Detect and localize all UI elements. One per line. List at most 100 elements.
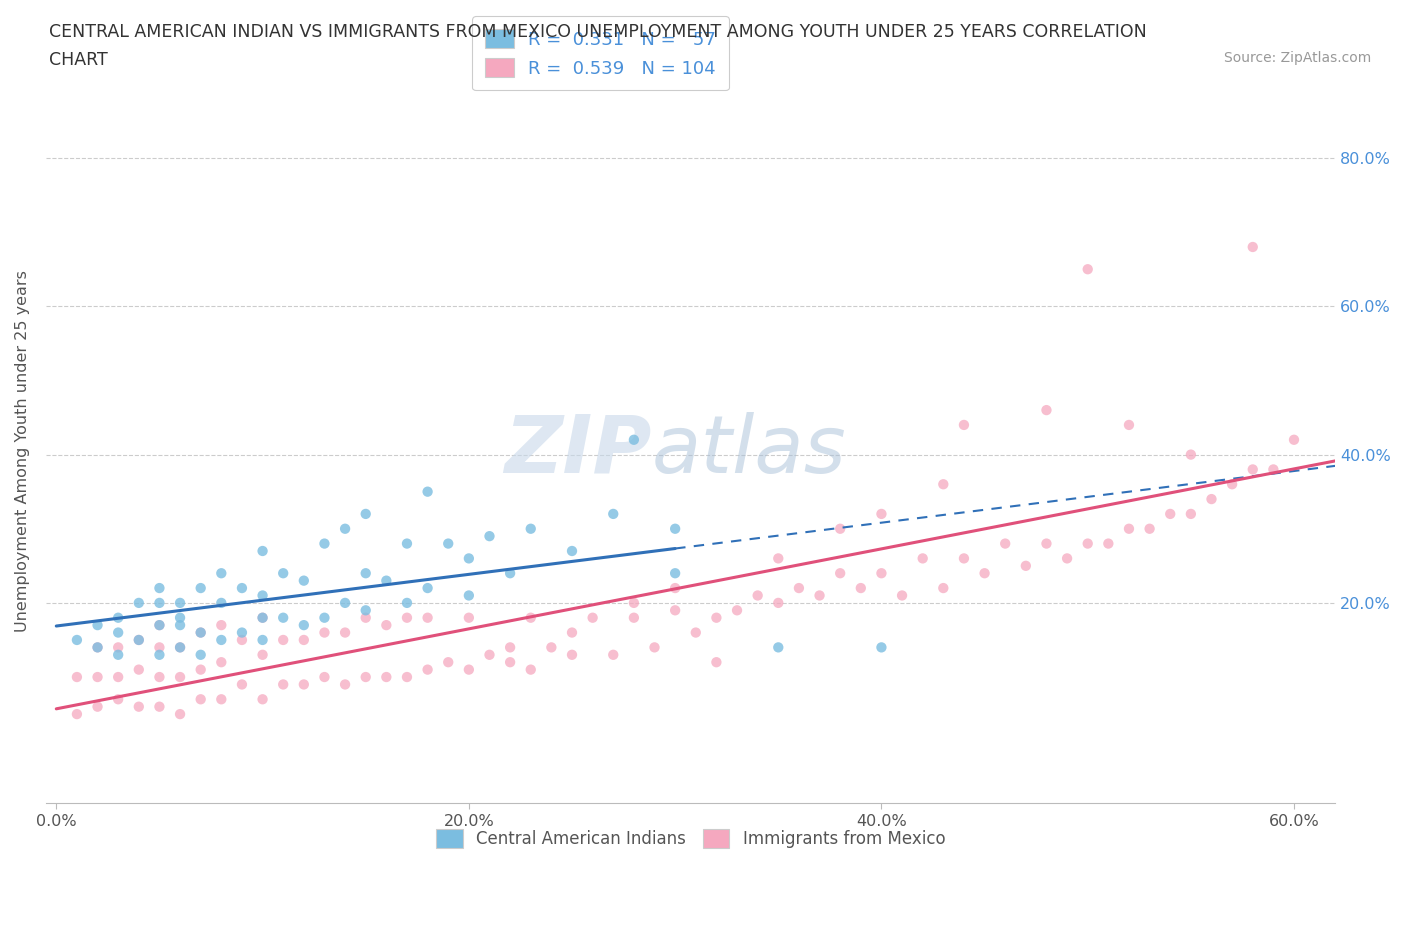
Point — [540, 640, 562, 655]
Point — [1139, 522, 1161, 537]
Point — [499, 655, 522, 670]
Point — [1263, 462, 1285, 477]
Point — [375, 573, 398, 588]
Point — [292, 573, 315, 588]
Point — [457, 662, 479, 677]
Point — [478, 529, 501, 544]
Point — [973, 565, 995, 580]
Point — [107, 640, 129, 655]
Point — [478, 647, 501, 662]
Point — [128, 699, 150, 714]
Point — [231, 580, 253, 595]
Point — [354, 565, 377, 580]
Point — [830, 522, 852, 537]
Point — [190, 692, 212, 707]
Point — [416, 485, 439, 499]
Point — [1180, 447, 1202, 462]
Point — [314, 670, 336, 684]
Point — [209, 655, 232, 670]
Point — [190, 662, 212, 677]
Point — [768, 551, 790, 565]
Point — [561, 543, 583, 558]
Point — [437, 536, 460, 551]
Point — [252, 610, 274, 625]
Point — [519, 662, 541, 677]
Point — [499, 640, 522, 655]
Point — [169, 640, 191, 655]
Point — [664, 522, 686, 537]
Point — [128, 662, 150, 677]
Point — [437, 655, 460, 670]
Point — [582, 610, 605, 625]
Point — [292, 618, 315, 632]
Point — [830, 565, 852, 580]
Point — [333, 522, 356, 537]
Point — [148, 618, 170, 632]
Point — [416, 662, 439, 677]
Point — [1241, 462, 1264, 477]
Point — [86, 640, 108, 655]
Point — [169, 610, 191, 625]
Point — [457, 588, 479, 603]
Point — [107, 647, 129, 662]
Point — [1118, 522, 1140, 537]
Point — [128, 595, 150, 610]
Point — [209, 595, 232, 610]
Point — [375, 670, 398, 684]
Point — [623, 610, 645, 625]
Point — [870, 565, 893, 580]
Point — [911, 551, 934, 565]
Point — [86, 670, 108, 684]
Point — [252, 692, 274, 707]
Point — [561, 647, 583, 662]
Point — [664, 603, 686, 618]
Point — [457, 610, 479, 625]
Point — [66, 670, 89, 684]
Point — [664, 565, 686, 580]
Point — [190, 625, 212, 640]
Point — [231, 625, 253, 640]
Point — [1282, 432, 1305, 447]
Point — [416, 610, 439, 625]
Point — [169, 707, 191, 722]
Text: atlas: atlas — [652, 412, 846, 490]
Point — [128, 632, 150, 647]
Point — [190, 625, 212, 640]
Point — [1241, 240, 1264, 255]
Point — [333, 595, 356, 610]
Point — [1159, 507, 1181, 522]
Point — [252, 610, 274, 625]
Point — [169, 670, 191, 684]
Point — [314, 610, 336, 625]
Point — [148, 647, 170, 662]
Point — [375, 618, 398, 632]
Point — [354, 670, 377, 684]
Point — [354, 603, 377, 618]
Point — [314, 536, 336, 551]
Point — [395, 670, 418, 684]
Text: Source: ZipAtlas.com: Source: ZipAtlas.com — [1223, 51, 1371, 65]
Point — [107, 692, 129, 707]
Point — [190, 580, 212, 595]
Point — [747, 588, 769, 603]
Point — [416, 580, 439, 595]
Point — [932, 580, 955, 595]
Point — [354, 507, 377, 522]
Point — [66, 707, 89, 722]
Point — [66, 632, 89, 647]
Point — [231, 677, 253, 692]
Point — [209, 692, 232, 707]
Point — [1035, 403, 1057, 418]
Point — [252, 632, 274, 647]
Y-axis label: Unemployment Among Youth under 25 years: Unemployment Among Youth under 25 years — [15, 270, 30, 631]
Point — [271, 565, 294, 580]
Legend: Central American Indians, Immigrants from Mexico: Central American Indians, Immigrants fro… — [426, 819, 955, 858]
Text: CHART: CHART — [49, 51, 108, 69]
Point — [706, 655, 728, 670]
Point — [209, 632, 232, 647]
Point — [333, 625, 356, 640]
Point — [870, 640, 893, 655]
Point — [148, 699, 170, 714]
Point — [1077, 536, 1099, 551]
Point — [231, 632, 253, 647]
